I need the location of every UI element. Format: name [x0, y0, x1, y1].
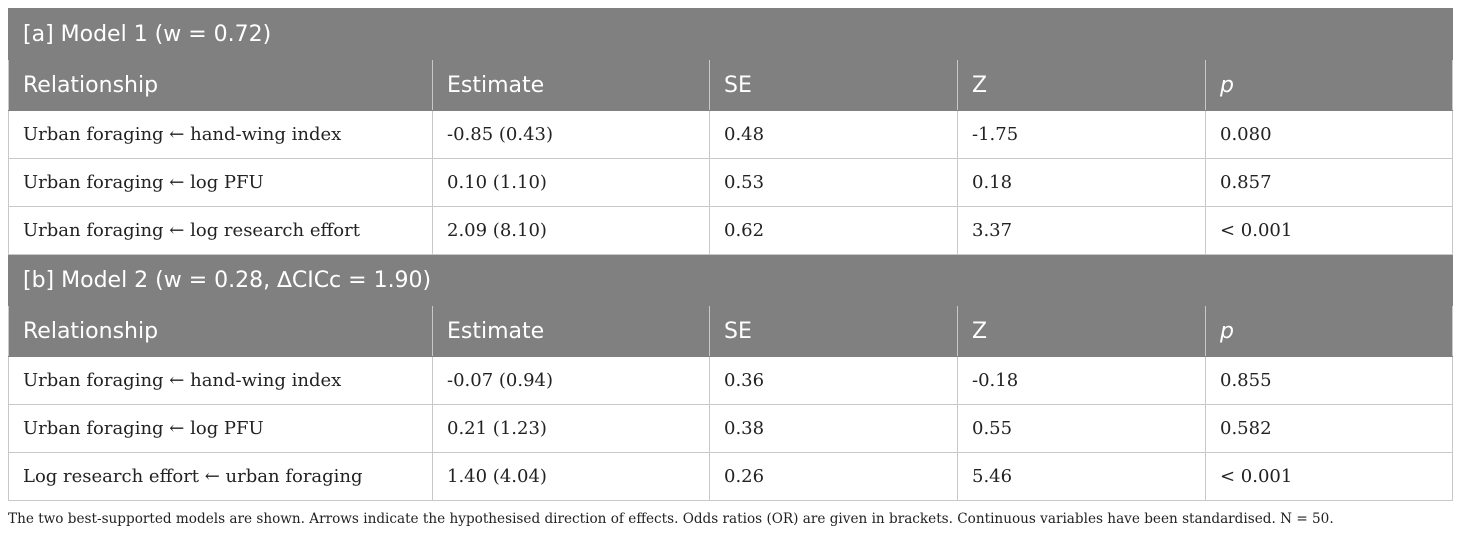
- table-row: Urban foraging ← log research effort 2.0…: [8, 206, 1454, 255]
- model-1-header-row: Relationship Estimate SE Z p: [8, 59, 1454, 111]
- cell-p: 0.080: [1204, 110, 1454, 159]
- cell-estimate: 1.40 (4.04): [432, 452, 710, 501]
- column-header-se: SE: [709, 305, 958, 357]
- cell-z: -1.75: [957, 110, 1206, 159]
- cell-se: 0.36: [709, 356, 958, 405]
- table-row: Urban foraging ← log PFU 0.21 (1.23) 0.3…: [8, 404, 1454, 453]
- cell-z: 5.46: [957, 452, 1206, 501]
- cell-z: 0.55: [957, 404, 1206, 453]
- cell-p: 0.855: [1204, 356, 1454, 405]
- column-header-se: SE: [709, 59, 958, 111]
- cell-estimate: 0.21 (1.23): [432, 404, 710, 453]
- column-header-z: Z: [957, 59, 1206, 111]
- cell-se: 0.62: [709, 206, 958, 255]
- cell-estimate: 2.09 (8.10): [432, 206, 710, 255]
- column-header-estimate: Estimate: [432, 59, 710, 111]
- cell-estimate: 0.10 (1.10): [432, 158, 710, 207]
- cell-se: 0.26: [709, 452, 958, 501]
- column-header-estimate: Estimate: [432, 305, 710, 357]
- model-2-title-row: [b] Model 2 (w = 0.28, ∆CICc = 1.90): [7, 254, 1454, 306]
- cell-relationship: Urban foraging ← log research effort: [8, 206, 433, 255]
- table-row: Urban foraging ← log PFU 0.10 (1.10) 0.5…: [8, 158, 1454, 207]
- cell-estimate: -0.07 (0.94): [432, 356, 710, 405]
- cell-relationship: Urban foraging ← hand-wing index: [8, 356, 433, 405]
- cell-relationship: Urban foraging ← hand-wing index: [8, 110, 433, 159]
- cell-estimate: -0.85 (0.43): [432, 110, 710, 159]
- cell-p: < 0.001: [1204, 206, 1454, 255]
- column-header-relationship: Relationship: [8, 305, 433, 357]
- cell-relationship: Log research effort ← urban foraging: [8, 452, 433, 501]
- cell-se: 0.53: [709, 158, 958, 207]
- cell-p: < 0.001: [1204, 452, 1454, 501]
- cell-p: 0.857: [1204, 158, 1454, 207]
- cell-se: 0.38: [709, 404, 958, 453]
- column-header-p: p: [1204, 305, 1454, 357]
- table-row: Log research effort ← urban foraging 1.4…: [8, 452, 1454, 501]
- table-row: Urban foraging ← hand-wing index -0.07 (…: [8, 356, 1454, 405]
- cell-relationship: Urban foraging ← log PFU: [8, 404, 433, 453]
- table-row: Urban foraging ← hand-wing index -0.85 (…: [8, 110, 1454, 159]
- cell-p: 0.582: [1204, 404, 1454, 453]
- model-2-header-row: Relationship Estimate SE Z p: [8, 305, 1454, 357]
- cell-se: 0.48: [709, 110, 958, 159]
- column-header-relationship: Relationship: [8, 59, 433, 111]
- table-footnote: The two best-supported models are shown.…: [8, 511, 1334, 527]
- column-header-p: p: [1204, 59, 1454, 111]
- cell-z: 0.18: [957, 158, 1206, 207]
- model-1-title-row: [a] Model 1 (w = 0.72): [7, 8, 1454, 60]
- column-header-z: Z: [957, 305, 1206, 357]
- results-table-container: [a] Model 1 (w = 0.72) Relationship Esti…: [7, 8, 1454, 501]
- cell-z: -0.18: [957, 356, 1206, 405]
- model-1-title: [a] Model 1 (w = 0.72): [7, 8, 1454, 60]
- model-2-title: [b] Model 2 (w = 0.28, ∆CICc = 1.90): [7, 254, 1454, 306]
- model-results-table: [a] Model 1 (w = 0.72) Relationship Esti…: [7, 8, 1454, 501]
- cell-relationship: Urban foraging ← log PFU: [8, 158, 433, 207]
- cell-z: 3.37: [957, 206, 1206, 255]
